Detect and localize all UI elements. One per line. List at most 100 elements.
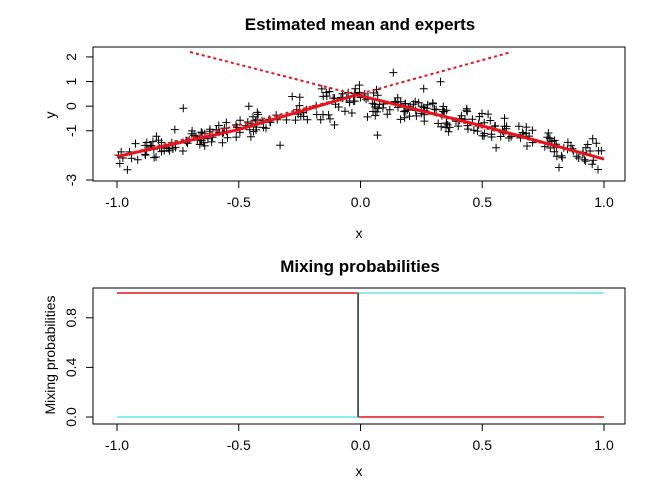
data-point — [276, 141, 285, 150]
chart2-title: Mixing probabilities — [280, 257, 440, 276]
data-point — [436, 77, 445, 86]
data-point — [295, 93, 304, 102]
data-point — [588, 160, 597, 169]
data-point — [123, 165, 132, 174]
probability-line-1 — [117, 292, 604, 418]
data-point — [400, 113, 409, 122]
data-point — [544, 129, 553, 137]
data-point — [363, 112, 372, 121]
data-point — [347, 109, 356, 117]
chart1-plot-frame — [92, 46, 626, 182]
expert-line-2 — [116, 51, 512, 158]
data-point — [444, 127, 453, 136]
data-point — [330, 120, 339, 129]
data-point — [133, 155, 142, 164]
data-point — [393, 93, 402, 102]
x-tick-label: -1.0 — [105, 194, 129, 210]
chart1-x-axis: -1.0 -0.5 0.0 0.5 1.0 — [105, 180, 614, 210]
data-point — [411, 97, 420, 106]
y-tick-label: 0.0 — [63, 407, 79, 427]
chart1-x-label: x — [356, 225, 363, 241]
x-tick-label: -0.5 — [227, 194, 251, 210]
y-tick-label: -3 — [63, 174, 79, 187]
data-point — [197, 128, 206, 137]
x-tick-label: 1.0 — [594, 437, 614, 453]
data-point — [438, 105, 447, 114]
data-point — [581, 157, 590, 166]
data-point — [586, 147, 595, 155]
x-tick-label: 1.0 — [594, 194, 614, 210]
data-point — [492, 143, 501, 152]
data-point — [566, 141, 575, 150]
x-tick-label: 0.5 — [473, 194, 493, 210]
data-point — [594, 165, 602, 174]
data-point — [389, 68, 398, 77]
data-point — [405, 112, 414, 121]
data-point — [469, 126, 478, 135]
data-point — [152, 132, 161, 141]
data-point — [473, 127, 482, 136]
data-point — [131, 139, 140, 148]
data-point — [244, 102, 253, 111]
data-point — [199, 138, 208, 147]
data-point — [500, 114, 509, 123]
data-point — [580, 155, 589, 164]
data-point — [236, 116, 245, 125]
data-point — [150, 153, 159, 162]
data-point — [179, 104, 188, 113]
data-point — [557, 151, 566, 160]
data-point — [454, 122, 463, 131]
data-point — [187, 129, 196, 138]
data-point — [334, 103, 343, 111]
data-point — [368, 99, 377, 108]
data-point — [385, 105, 394, 114]
y-tick-label: -1 — [63, 124, 79, 137]
data-point — [220, 124, 229, 133]
data-point — [212, 125, 221, 134]
chart2-lines — [117, 292, 604, 418]
data-point — [127, 154, 136, 163]
chart1-y-label: y — [42, 112, 58, 119]
data-point — [195, 140, 204, 149]
data-point — [371, 111, 380, 120]
data-point — [500, 122, 509, 131]
y-tick-label: 0 — [63, 102, 79, 110]
probability-line-2 — [117, 292, 604, 418]
chart2-x-axis: -1.0 -0.5 0.0 0.5 1.0 — [105, 423, 614, 453]
data-point — [514, 122, 523, 131]
data-point — [288, 92, 297, 101]
data-point — [316, 115, 325, 124]
data-point — [583, 140, 592, 149]
data-point — [262, 124, 270, 133]
data-point — [170, 125, 179, 134]
chart2-y-label: Mixing probabilities — [42, 295, 58, 414]
data-point — [432, 105, 441, 114]
data-point — [291, 116, 300, 125]
data-point — [463, 107, 472, 116]
data-point — [396, 115, 405, 124]
y-tick-label: 0.8 — [63, 308, 79, 328]
data-point — [178, 147, 187, 155]
data-point — [253, 108, 262, 117]
chart2-y-axis: 0.0 0.4 0.8 — [63, 308, 94, 427]
data-point — [550, 147, 559, 156]
data-point — [214, 121, 223, 130]
y-tick-label: 1 — [63, 77, 79, 85]
data-point — [400, 107, 408, 116]
data-point — [434, 119, 443, 128]
data-point — [152, 153, 160, 161]
data-point — [496, 132, 505, 141]
x-tick-label: 0.0 — [351, 437, 371, 453]
data-point — [326, 114, 334, 123]
estimated-mean-line — [116, 93, 605, 161]
data-point — [523, 142, 531, 150]
data-point — [218, 138, 227, 147]
data-point — [484, 110, 493, 119]
data-point — [299, 112, 308, 121]
chart1-y-axis: -3 -1 0 1 2 — [63, 53, 94, 187]
data-point — [157, 147, 166, 156]
data-point — [141, 141, 150, 150]
data-point — [414, 98, 423, 107]
data-point — [412, 111, 421, 120]
